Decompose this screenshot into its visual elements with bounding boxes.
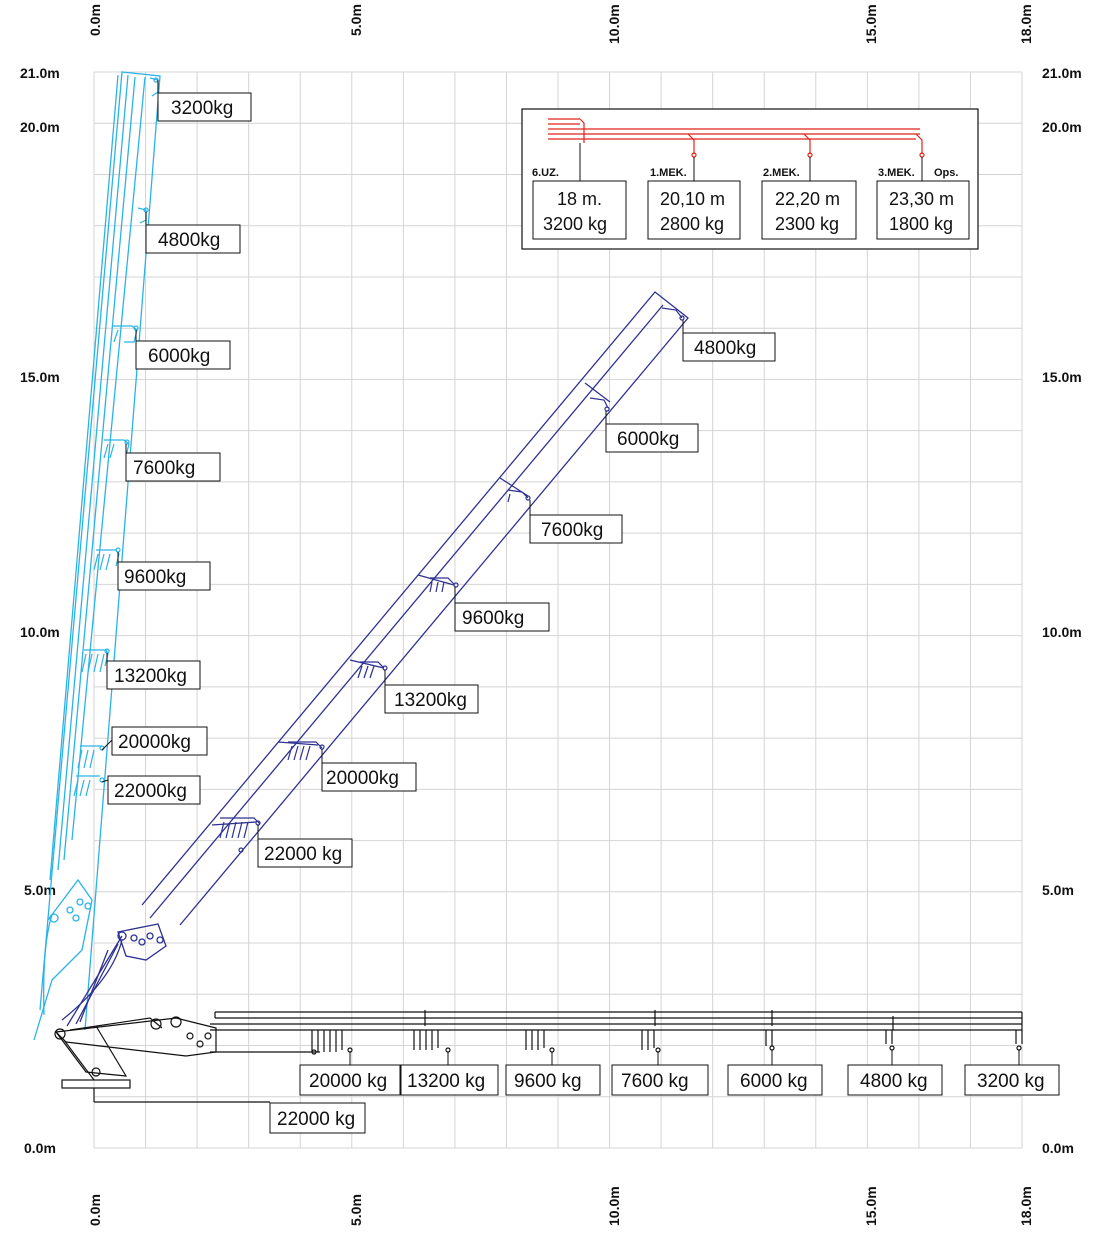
legend-cell: 23,30 m 1800 kg [876,180,970,240]
x-tick-top-10: 10.0m [606,4,622,44]
svg-text:2300 kg: 2300 kg [775,214,839,234]
diagonal-boom [61,291,689,1027]
legend-tag-ops: Ops. [934,167,958,179]
svg-text:7600 kg: 7600 kg [621,1071,689,1092]
load-label: 20000 kg [299,1064,401,1096]
svg-text:20000 kg: 20000 kg [309,1071,387,1092]
svg-text:20000kg: 20000kg [326,768,399,789]
svg-text:3200 kg: 3200 kg [543,214,607,234]
vertical-boom [33,71,161,1041]
x-tick-bottom-10: 10.0m [606,1186,622,1226]
base-load-label: 22000 kg [269,1102,366,1134]
load-label: 4800kg [145,224,241,254]
svg-text:13200kg: 13200kg [114,666,187,687]
svg-text:3200 kg: 3200 kg [977,1071,1045,1092]
svg-text:20000kg: 20000kg [118,732,191,753]
svg-text:4800kg: 4800kg [694,338,756,359]
x-tick-bottom-0: 0.0m [87,1194,103,1226]
legend-cell: 18 m. 3200 kg [532,180,627,240]
y-tick-right-0: 0.0m [1042,1140,1074,1156]
svg-text:18 m.: 18 m. [557,189,602,209]
load-label: 20000kg [111,726,208,756]
diagonal-boom-labels: 4800kg 6000kg 7600kg 9600kg 13200kg 2000… [257,320,776,868]
legend-tag-mek3: 3.MEK. [878,167,915,179]
x-tick-bottom-5: 5.0m [348,1194,364,1226]
reach-legend: 6.UZ. 1.MEK. 2.MEK. 3.MEK. Ops. 18 m. 32… [521,108,979,250]
x-tick-top-15: 15.0m [863,4,879,44]
y-tick-right-21: 21.0m [1042,65,1082,81]
load-label: 6000 kg [727,1064,823,1096]
load-label: 6000kg [135,340,231,370]
legend-tag-mek2: 2.MEK. [763,167,800,179]
svg-text:6000kg: 6000kg [148,346,210,367]
y-tick-left-10: 10.0m [20,624,60,640]
y-tick-left-0: 0.0m [24,1140,56,1156]
vertical-boom-labels: 3200kg 4800kg 6000kg 7600kg 9600kg 13200… [101,80,252,805]
svg-text:13200 kg: 13200 kg [407,1071,485,1092]
load-label: 20000kg [321,762,417,792]
load-label: 7600kg [125,452,221,482]
svg-text:7600kg: 7600kg [541,520,603,541]
svg-text:9600kg: 9600kg [124,567,186,588]
horizontal-boom [54,1010,1023,1103]
load-label: 9600kg [454,602,550,632]
axis-labels: 0.0m 5.0m 10.0m 15.0m 18.0m 0.0m 5.0m 10… [20,4,1082,1226]
svg-text:9600kg: 9600kg [462,608,524,629]
y-tick-left-21: 21.0m [20,65,60,81]
svg-text:9600 kg: 9600 kg [514,1071,582,1092]
load-label: 4800kg [682,332,776,362]
x-tick-top-18: 18.0m [1018,4,1034,44]
y-tick-left-5: 5.0m [24,882,56,898]
svg-text:2800 kg: 2800 kg [660,214,724,234]
y-tick-left-20: 20.0m [20,119,60,135]
svg-text:22000 kg: 22000 kg [264,844,342,865]
load-label: 22000kg [107,775,201,805]
legend-cell: 20,10 m 2800 kg [647,180,741,240]
load-label: 6000kg [605,423,699,453]
svg-text:22000kg: 22000kg [114,781,187,802]
svg-text:22,20 m: 22,20 m [775,189,840,209]
load-label: 13200kg [106,660,201,690]
svg-text:1800 kg: 1800 kg [889,214,953,234]
svg-text:3200kg: 3200kg [171,98,233,119]
y-tick-right-10: 10.0m [1042,624,1082,640]
legend-boom-icon [548,118,925,158]
load-label: 7600kg [529,514,623,544]
load-label: 9600 kg [505,1064,601,1096]
load-label: 22000 kg [257,838,353,868]
load-label: 7600 kg [611,1064,709,1096]
legend-tag-uz: 6.UZ. [532,167,559,179]
x-tick-bottom-18: 18.0m [1018,1186,1034,1226]
svg-text:6000kg: 6000kg [617,429,679,450]
x-tick-bottom-15: 15.0m [863,1186,879,1226]
y-tick-right-15: 15.0m [1042,369,1082,385]
load-label: 9600kg [117,561,211,591]
load-label: 3200kg [157,92,252,122]
y-tick-right-5: 5.0m [1042,882,1074,898]
x-tick-top-5: 5.0m [348,4,364,36]
load-label: 3200 kg [964,1064,1060,1096]
load-label: 13200 kg [400,1064,499,1096]
svg-text:6000 kg: 6000 kg [740,1071,808,1092]
y-tick-right-20: 20.0m [1042,119,1082,135]
legend-tag-mek1: 1.MEK. [650,167,687,179]
load-label: 4800 kg [847,1064,943,1096]
svg-text:4800 kg: 4800 kg [860,1071,928,1092]
svg-text:13200kg: 13200kg [394,690,467,711]
y-tick-left-15: 15.0m [20,369,60,385]
svg-text:22000 kg: 22000 kg [277,1109,355,1130]
horizontal-boom-labels: 20000 kg 13200 kg 9600 kg 7600 kg 6000 k… [269,1050,1060,1134]
svg-text:23,30 m: 23,30 m [889,189,954,209]
legend-cell: 22,20 m 2300 kg [761,180,857,240]
load-label: 13200kg [384,684,479,714]
svg-text:20,10 m: 20,10 m [660,189,725,209]
svg-text:4800kg: 4800kg [158,230,220,251]
x-tick-top-0: 0.0m [87,4,103,36]
svg-text:7600kg: 7600kg [133,458,195,479]
